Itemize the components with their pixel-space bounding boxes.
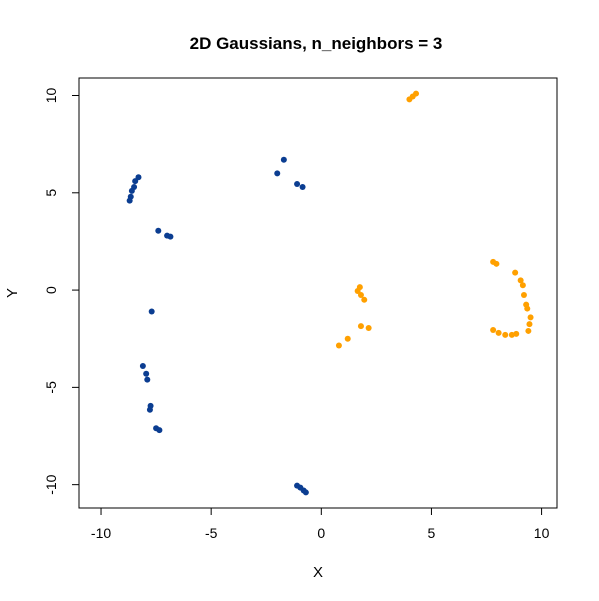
data-point [527, 314, 534, 321]
data-point [156, 427, 163, 434]
data-point [512, 269, 519, 276]
x-tick-label: -10 [91, 525, 111, 541]
data-point [167, 233, 174, 240]
y-tick-label: 0 [43, 286, 59, 294]
data-point [520, 291, 527, 298]
data-point [344, 335, 351, 342]
data-point [139, 362, 146, 369]
y-axis: -10 -5 0 5 10 [43, 88, 80, 495]
chart-title: 2D Gaussians, n_neighbors = 3 [190, 34, 443, 53]
data-point [519, 282, 526, 289]
data-point [513, 330, 520, 337]
data-point [280, 156, 287, 163]
data-point [299, 183, 306, 190]
data-point [274, 170, 281, 177]
data-point [524, 305, 531, 312]
data-point [517, 277, 524, 284]
y-tick-label: -10 [43, 474, 59, 494]
data-point [155, 227, 162, 234]
data-point [302, 489, 309, 496]
data-point [128, 187, 135, 194]
data-point [146, 406, 153, 413]
y-tick-label: -5 [43, 381, 59, 394]
data-point [525, 327, 532, 334]
data-point [413, 90, 420, 97]
data-point [502, 331, 509, 338]
data-point [148, 308, 155, 315]
x-tick-label: 5 [428, 525, 436, 541]
data-point [357, 291, 364, 298]
data-point [490, 326, 497, 333]
x-tick-label: 10 [534, 525, 550, 541]
data-point [126, 197, 133, 204]
x-tick-label: -5 [205, 525, 218, 541]
data-point [365, 325, 372, 332]
plot-box [78, 77, 558, 509]
data-point [357, 323, 364, 330]
y-axis-label: Y [4, 288, 21, 298]
data-point [493, 260, 500, 267]
data-point [361, 296, 368, 303]
x-axis: -10 -5 0 5 10 [91, 507, 550, 541]
data-point [495, 329, 502, 336]
data-point [143, 370, 150, 377]
y-tick-label: 10 [43, 88, 59, 104]
data-point [526, 321, 533, 328]
y-tick-label: 5 [43, 189, 59, 197]
points-layer [126, 90, 534, 496]
data-point [294, 181, 301, 188]
data-point [144, 376, 151, 383]
data-point [356, 284, 363, 291]
data-point [335, 342, 342, 349]
x-tick-label: 0 [317, 525, 325, 541]
x-axis-label: X [313, 564, 323, 581]
data-point [132, 178, 139, 185]
